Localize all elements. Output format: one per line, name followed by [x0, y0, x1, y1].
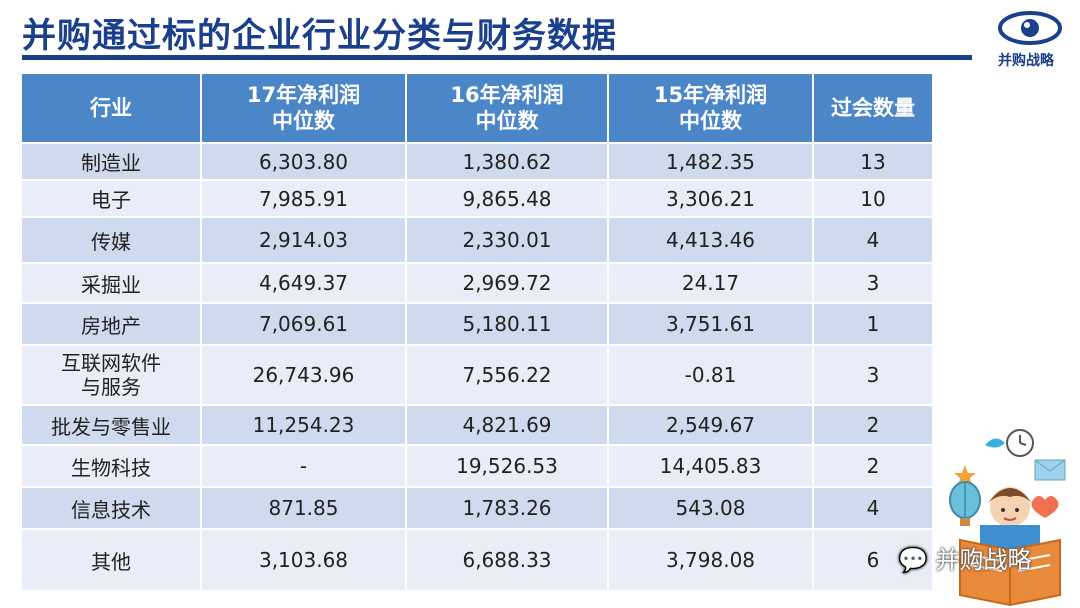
cell-p16: 7,556.22	[407, 344, 609, 404]
table-row: 制造业 6,303.80 1,380.62 1,482.35 13	[22, 142, 932, 179]
cell-count: 13	[814, 142, 932, 179]
cell-p17: 7,069.61	[202, 302, 407, 344]
cell-p15: 24.17	[609, 262, 814, 302]
cell-count: 3	[814, 344, 932, 404]
cell-industry: 生物科技	[22, 444, 202, 486]
cell-p17: 3,103.68	[202, 528, 407, 590]
cell-industry: 其他	[22, 528, 202, 590]
cell-count: 2	[814, 404, 932, 444]
eye-logo-icon	[998, 11, 1062, 45]
cell-p16: 1,783.26	[407, 486, 609, 528]
cell-count: 4	[814, 486, 932, 528]
cell-industry: 互联网软件 与服务	[22, 344, 202, 404]
table-header-row: 行业 17年净利润 中位数 16年净利润 中位数 15年净利润 中位数 过会数量	[22, 74, 932, 142]
cell-p17: 26,743.96	[202, 344, 407, 404]
cell-p15: 14,405.83	[609, 444, 814, 486]
wechat-icon: 💬	[898, 546, 928, 574]
cell-p16: 1,380.62	[407, 142, 609, 179]
cell-p15: 1,482.35	[609, 142, 814, 179]
table-row: 信息技术 871.85 1,783.26 543.08 4	[22, 486, 932, 528]
table-row: 电子 7,985.91 9,865.48 3,306.21 10	[22, 179, 932, 216]
header-profit-16: 16年净利润 中位数	[407, 74, 609, 142]
logo-text: 并购战略	[998, 53, 1054, 69]
cell-p17: 6,303.80	[202, 142, 407, 179]
cell-count: 2	[814, 444, 932, 486]
table-row: 生物科技 - 19,526.53 14,405.83 2	[22, 444, 932, 486]
cell-count: 10	[814, 179, 932, 216]
cell-p16: 5,180.11	[407, 302, 609, 344]
watermark: 💬 并购战略	[898, 546, 1032, 574]
cell-p15: 2,549.67	[609, 404, 814, 444]
cell-p17: 11,254.23	[202, 404, 407, 444]
header-profit-15: 15年净利润 中位数	[609, 74, 814, 142]
table-row: 批发与零售业 11,254.23 4,821.69 2,549.67 2	[22, 404, 932, 444]
cell-p15: 3,798.08	[609, 528, 814, 590]
cell-count: 6	[814, 528, 932, 590]
cell-p16: 19,526.53	[407, 444, 609, 486]
cell-count: 4	[814, 216, 932, 262]
cell-industry: 制造业	[22, 142, 202, 179]
reading-person-illustration-icon	[949, 429, 1066, 607]
header-profit-17: 17年净利润 中位数	[202, 74, 407, 142]
table-row: 其他 3,103.68 6,688.33 3,798.08 6	[22, 528, 932, 590]
table-row: 传媒 2,914.03 2,330.01 4,413.46 4	[22, 216, 932, 262]
data-table: 行业 17年净利润 中位数 16年净利润 中位数 15年净利润 中位数 过会数量 制造…	[22, 74, 932, 590]
cell-p17: 4,649.37	[202, 262, 407, 302]
header-count: 过会数量	[814, 74, 932, 142]
cell-p16: 2,330.01	[407, 216, 609, 262]
cell-industry: 批发与零售业	[22, 404, 202, 444]
cell-industry: 信息技术	[22, 486, 202, 528]
cell-p17: 871.85	[202, 486, 407, 528]
cell-p17: 7,985.91	[202, 179, 407, 216]
cell-industry: 房地产	[22, 302, 202, 344]
cell-count: 3	[814, 262, 932, 302]
cell-p17: 2,914.03	[202, 216, 407, 262]
cell-count: 1	[814, 302, 932, 344]
cell-p16: 6,688.33	[407, 528, 609, 590]
table-row: 采掘业 4,649.37 2,969.72 24.17 3	[22, 262, 932, 302]
cell-industry: 采掘业	[22, 262, 202, 302]
title-underline	[22, 55, 972, 60]
header-industry: 行业	[22, 74, 202, 142]
cell-p15: 4,413.46	[609, 216, 814, 262]
page-title: 并购通过标的企业行业分类与财务数据	[22, 16, 617, 56]
cell-p15: 543.08	[609, 486, 814, 528]
cell-p16: 9,865.48	[407, 179, 609, 216]
cell-p15: 3,306.21	[609, 179, 814, 216]
cell-p15: 3,751.61	[609, 302, 814, 344]
table-row: 互联网软件 与服务 26,743.96 7,556.22 -0.81 3	[22, 344, 932, 404]
cell-industry: 电子	[22, 179, 202, 216]
cell-p16: 4,821.69	[407, 404, 609, 444]
table-row: 房地产 7,069.61 5,180.11 3,751.61 1	[22, 302, 932, 344]
cell-p17: -	[202, 444, 407, 486]
cell-industry: 传媒	[22, 216, 202, 262]
cell-p15-negative: -0.81	[609, 344, 814, 404]
cell-p16: 2,969.72	[407, 262, 609, 302]
